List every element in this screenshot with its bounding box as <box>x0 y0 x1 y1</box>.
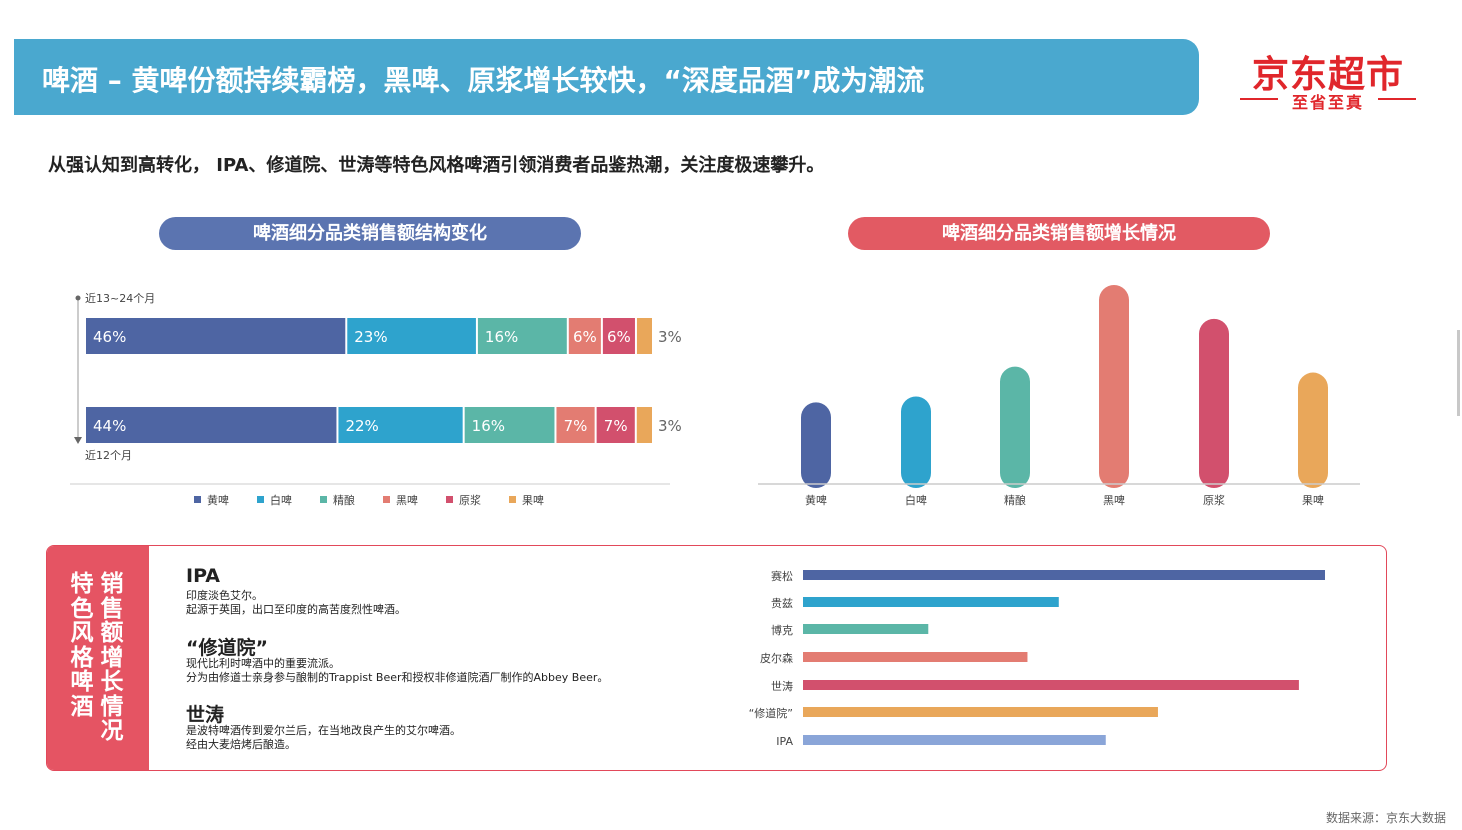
segment-value-label: 22% <box>345 417 378 435</box>
legend-swatch <box>383 496 390 503</box>
scrollbar[interactable] <box>1457 330 1460 416</box>
stacked-bar-segment <box>602 318 635 354</box>
legend-label: 白啤 <box>270 493 292 507</box>
growth-bar <box>1099 285 1129 488</box>
page-subtitle: 从强认知到高转化， IPA、修道院、世涛等特色风格啤酒引领消费者品鉴热潮，关注度… <box>48 155 825 176</box>
axis-start-marker <box>75 295 81 301</box>
stacked-bar-segment <box>347 318 476 354</box>
growth-bar <box>1000 366 1030 488</box>
desc-ipa-heading: IPA <box>186 565 220 587</box>
style-beer-panel <box>46 545 1387 771</box>
segment-value-label: 7% <box>604 417 628 435</box>
desc-ipa-line-1: 印度淡色艾尔。 <box>186 589 263 602</box>
growth-category-label: 精酿 <box>1004 493 1026 507</box>
page-title: 啤酒 – 黄啤份额持续霸榜，黑啤、原浆增长较快，“深度品酒”成为潮流 <box>42 64 925 97</box>
period-label-earlier: 近13~24个月 <box>85 292 155 305</box>
style-growth-bar <box>803 707 1158 717</box>
axis-arrow-icon <box>74 437 82 444</box>
stacked-bar-segment <box>568 318 601 354</box>
segment-value-label: 7% <box>564 417 588 435</box>
segment-value-label: 23% <box>354 328 387 346</box>
growth-category-label: 果啤 <box>1302 493 1324 507</box>
legend-swatch <box>509 496 516 503</box>
stacked-bar-segment <box>477 318 567 354</box>
growth-bar <box>901 396 931 488</box>
style-growth-bar <box>803 570 1325 580</box>
style-beer-side-title <box>47 546 149 770</box>
legend-label: 精酿 <box>333 493 355 507</box>
desc-stout-line-1: 是波特啤酒传到爱尔兰后，在当地改良产生的艾尔啤酒。 <box>186 724 461 737</box>
stacked-bar-segment <box>338 407 463 443</box>
segment-value-label: 16% <box>485 328 518 346</box>
logo-divider-left <box>1240 98 1278 100</box>
style-category-label: 赛松 <box>771 569 793 583</box>
style-growth-bar <box>803 735 1106 745</box>
legend-swatch <box>257 496 264 503</box>
legend-swatch <box>320 496 327 503</box>
legend-label: 黄啤 <box>207 493 229 507</box>
side-title-column-1: 特色风格啤酒 <box>70 571 94 720</box>
legend-label: 黑啤 <box>396 493 418 507</box>
growth-chart-title: 啤酒细分品类销售额增长情况 <box>848 217 1270 250</box>
segment-value-label: 46% <box>93 328 126 346</box>
legend-label: 原浆 <box>459 493 481 507</box>
style-growth-bar <box>803 652 1028 662</box>
logo-main-text: 京东超市 <box>1252 53 1404 96</box>
style-category-label: 贵兹 <box>771 597 793 610</box>
legend-swatch <box>446 496 453 503</box>
legend-label: 果啤 <box>522 493 544 507</box>
growth-category-label: 白啤 <box>905 493 927 507</box>
desc-abbey-line-1: 现代比利时啤酒中的重要流派。 <box>186 657 340 670</box>
stacked-bar-segment <box>636 318 652 354</box>
growth-bar <box>801 402 831 488</box>
growth-category-label: 黑啤 <box>1103 493 1125 507</box>
style-growth-bar <box>803 624 929 634</box>
style-growth-bar <box>803 597 1059 607</box>
segment-value-label: 6% <box>607 328 631 346</box>
growth-bar <box>1298 372 1328 488</box>
jd-supermarket-logo: 京东超市 至省至真 <box>1238 44 1418 112</box>
style-category-label: “修道院” <box>749 706 793 720</box>
style-growth-bar <box>803 680 1299 690</box>
growth-category-label: 原浆 <box>1203 493 1225 507</box>
segment-value-label: 16% <box>472 417 505 435</box>
desc-ipa-line-2: 起源于英国，出口至印度的高苦度烈性啤酒。 <box>186 603 406 616</box>
stacked-bar-segment <box>464 407 555 443</box>
period-label-recent: 近12个月 <box>85 449 132 462</box>
desc-stout-line-2: 经由大麦焙烤后酿造。 <box>186 738 296 751</box>
style-category-label: IPA <box>776 735 793 748</box>
desc-stout-heading: 世涛 <box>186 704 225 726</box>
stacked-bar-segment <box>86 318 346 354</box>
stacked-bar-segment <box>596 407 635 443</box>
style-category-label: 博克 <box>771 624 793 637</box>
logo-slogan: 至省至真 <box>1291 93 1364 112</box>
segment-value-label: 3% <box>658 328 682 346</box>
stacked-bar-segment <box>556 407 595 443</box>
stacked-bar-segment <box>636 407 652 443</box>
segment-value-label: 6% <box>573 328 597 346</box>
growth-bar <box>1199 318 1229 488</box>
segment-value-label: 44% <box>93 417 126 435</box>
segment-value-label: 3% <box>658 417 682 435</box>
style-category-label: 皮尔森 <box>760 651 793 665</box>
stacked-bar-segment <box>86 407 337 443</box>
header-banner: 啤酒 – 黄啤份额持续霸榜，黑啤、原浆增长较快，“深度品酒”成为潮流 <box>14 39 1199 115</box>
logo-divider-right <box>1378 98 1416 100</box>
growth-category-label: 黄啤 <box>805 493 827 507</box>
data-source-note: 数据来源：京东大数据 <box>1325 811 1446 825</box>
desc-abbey-line-2: 分为由修道士亲身参与酿制的Trappist Beer和授权非修道院酒厂制作的Ab… <box>186 671 609 684</box>
side-title-column-2: 销售额增长情况 <box>100 571 124 744</box>
structure-chart-title: 啤酒细分品类销售额结构变化 <box>159 217 581 250</box>
desc-abbey-heading: “修道院” <box>186 637 268 659</box>
style-category-label: 世涛 <box>771 679 793 693</box>
legend-swatch <box>194 496 201 503</box>
